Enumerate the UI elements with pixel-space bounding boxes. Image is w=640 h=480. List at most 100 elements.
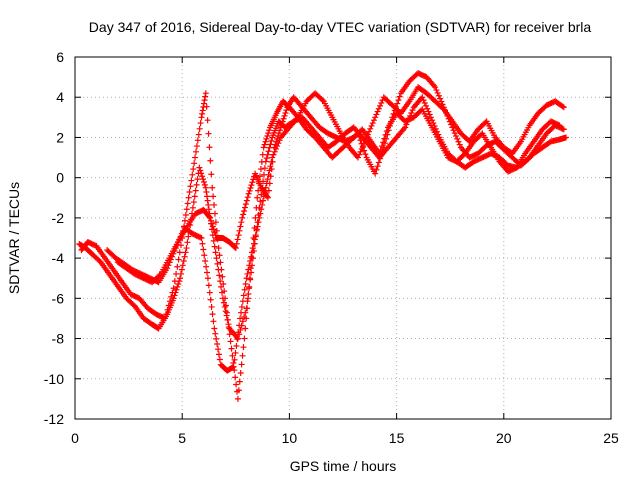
axis-ticks [74, 56, 612, 420]
data-point [275, 130, 282, 137]
data-point [283, 107, 290, 114]
data-point [357, 148, 364, 155]
data-point [362, 151, 369, 158]
data-point [199, 240, 206, 247]
data-point [246, 187, 253, 194]
data-point [189, 204, 196, 211]
data-point [197, 167, 204, 174]
data-point [395, 97, 402, 104]
data-point [198, 170, 205, 177]
data-point [204, 275, 211, 282]
data-point [198, 114, 205, 121]
data-point [454, 135, 461, 142]
data-point [211, 229, 218, 236]
data-point [373, 111, 380, 118]
data-point [195, 131, 202, 138]
data-point [376, 150, 383, 157]
data-point [241, 286, 248, 293]
data-point [237, 223, 244, 230]
data-point [255, 219, 262, 226]
data-point [212, 249, 219, 256]
data-point [219, 273, 226, 280]
data-point [215, 351, 222, 358]
data-point [257, 166, 264, 173]
data-point [374, 163, 381, 170]
data-point [372, 170, 379, 177]
data-point [207, 296, 214, 303]
data-point [200, 100, 207, 107]
data-point [201, 252, 208, 259]
data-point [374, 108, 381, 115]
data-point [261, 165, 268, 172]
data-point [164, 306, 171, 313]
data-point [196, 164, 203, 171]
data-point [174, 263, 181, 270]
data-point [200, 176, 207, 183]
data-point [190, 199, 197, 206]
data-point [204, 197, 211, 204]
data-point [213, 335, 220, 342]
data-point [258, 206, 265, 213]
data-point [265, 130, 272, 137]
data-point [263, 155, 270, 162]
data-point [435, 92, 442, 99]
data-point [245, 190, 252, 197]
data-point [211, 210, 218, 217]
data-point [175, 280, 182, 287]
data-point [226, 331, 233, 338]
data-point [409, 107, 416, 114]
data-point [190, 166, 197, 173]
data-point [215, 245, 222, 252]
data-point [193, 143, 200, 150]
data-point [211, 243, 218, 250]
data-point [215, 346, 222, 353]
data-point [205, 201, 212, 208]
data-point [421, 99, 428, 106]
data-point [276, 127, 283, 134]
data-point [273, 138, 280, 145]
data-point [396, 93, 403, 100]
data-point [212, 330, 219, 337]
data-point [203, 189, 210, 196]
y-tick-label: -8 [52, 331, 65, 347]
data-point [271, 144, 278, 151]
data-point [556, 122, 563, 129]
data-point [254, 194, 261, 201]
data-point [209, 184, 216, 191]
data-point [253, 204, 260, 211]
data-point [202, 93, 209, 100]
data-point [373, 166, 380, 173]
data-point [560, 126, 567, 133]
data-point [162, 315, 169, 322]
data-point [265, 148, 272, 155]
data-point [244, 305, 251, 312]
data-point [214, 260, 221, 267]
data-point [259, 151, 266, 158]
data-point [179, 262, 186, 269]
data-point [263, 135, 270, 142]
data-point [274, 135, 281, 142]
chart-title: Day 347 of 2016, Sidereal Day-to-day VTE… [89, 19, 592, 35]
data-point [171, 278, 178, 285]
data-point [432, 84, 439, 91]
data-point [207, 157, 214, 164]
data-point [377, 146, 384, 153]
data-point [233, 343, 240, 350]
data-point [370, 117, 377, 124]
data-point [177, 275, 184, 282]
data-point [216, 252, 223, 259]
data-point [222, 308, 229, 315]
data-point [216, 272, 223, 279]
y-tick-label: -12 [44, 411, 64, 427]
data-point [361, 140, 368, 147]
data-point [197, 120, 204, 127]
data-point [257, 210, 264, 217]
data-point [205, 282, 212, 289]
data-point [178, 266, 185, 273]
data-point [229, 352, 236, 359]
data-point [268, 166, 275, 173]
data-point [383, 128, 390, 135]
data-point [239, 214, 246, 221]
data-point [207, 217, 214, 224]
